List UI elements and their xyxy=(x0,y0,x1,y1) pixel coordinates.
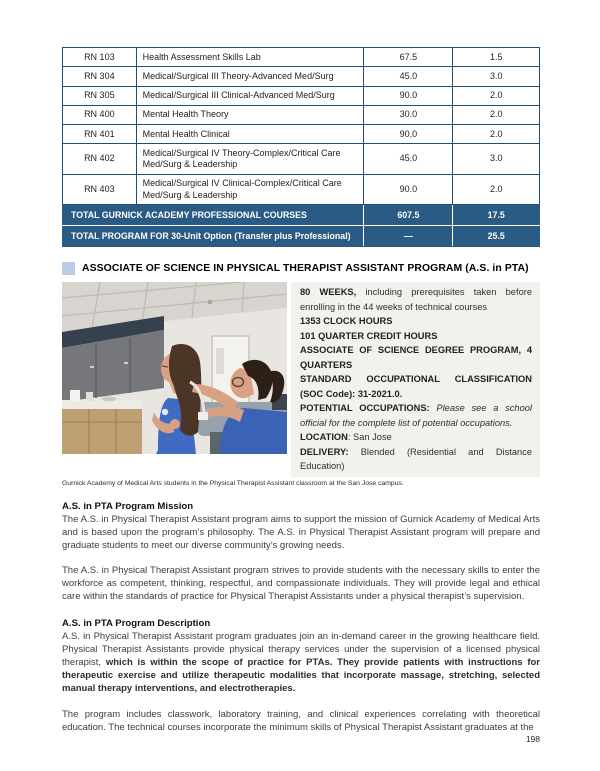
info-degree-program: ASSOCIATE OF SCIENCE DEGREE PROGRAM, 4 Q… xyxy=(300,345,532,370)
course-hours: 90.0 xyxy=(363,123,454,145)
page-number: 198 xyxy=(525,734,540,744)
course-hours: 90.0 xyxy=(363,85,454,106)
description-paragraph-1: A.S. in Physical Therapist Assistant pro… xyxy=(62,631,540,694)
description-paragraph-2: The program includes classwork, laborato… xyxy=(62,708,540,733)
course-code: RN 401 xyxy=(62,123,137,145)
total-hours: — xyxy=(363,225,454,248)
total-label: TOTAL GURNICK ACADEMY PROFESSIONAL COURS… xyxy=(61,204,365,227)
info-delivery: DELIVERY: Blended (Residential and Dista… xyxy=(300,446,532,472)
table-row: RN 401 Mental Health Clinical 90.0 2.0 xyxy=(62,123,540,145)
course-title: Medical/Surgical III Theory-Advanced Med… xyxy=(135,66,365,87)
course-hours: 45.0 xyxy=(363,143,454,175)
course-title: Mental Health Clinical xyxy=(135,123,365,145)
course-title: Health Assessment Skills Lab xyxy=(135,46,365,68)
table-row: RN 305 Medical/Surgical III Clinical-Adv… xyxy=(62,85,540,106)
info-location: LOCATION: San Jose xyxy=(300,432,392,443)
total-hours: 607.5 xyxy=(363,204,454,227)
course-hours: 30.0 xyxy=(363,104,454,126)
mission-heading: A.S. in PTA Program Mission xyxy=(62,500,194,512)
course-hours: 90.0 xyxy=(363,173,454,206)
course-code: RN 305 xyxy=(62,85,137,106)
info-clock-hours: 1353 CLOCK HOURS xyxy=(300,316,393,327)
info-weeks: 80 WEEKS, including prerequisites taken … xyxy=(300,287,533,312)
table-row: RN 103 Health Assessment Skills Lab 67.5… xyxy=(62,46,540,68)
mission-paragraph-1: The A.S. in Physical Therapist Assistant… xyxy=(62,513,540,551)
classroom-photo xyxy=(62,282,287,455)
course-code: RN 402 xyxy=(62,143,137,175)
total-units: 25.5 xyxy=(452,225,540,248)
course-title: Mental Health Theory xyxy=(135,104,365,126)
classroom-photo-illustration xyxy=(62,282,287,455)
program-info-panel: 80 WEEKS, including prerequisites taken … xyxy=(291,282,540,477)
course-code: RN 103 xyxy=(62,46,137,68)
course-units: 2.0 xyxy=(452,123,540,145)
info-credit-hours: 101 QUARTER CREDIT HOURS xyxy=(300,330,438,341)
total-units: 17.5 xyxy=(452,204,540,227)
total-row-professional-courses: TOTAL GURNICK ACADEMY PROFESSIONAL COURS… xyxy=(61,204,540,227)
mission-paragraph-2: The A.S. in Physical Therapist Assistant… xyxy=(62,565,540,603)
section-bullet-icon xyxy=(62,262,75,276)
course-code: RN 400 xyxy=(62,104,137,126)
course-units: 2.0 xyxy=(452,104,540,126)
table-row: RN 402 Medical/Surgical IV Theory-Comple… xyxy=(62,143,540,175)
info-soc: STANDARD OCCUPATIONAL CLASSIFICATION (SO… xyxy=(300,374,532,399)
page-title: ASSOCIATE OF SCIENCE IN PHYSICAL THERAPI… xyxy=(82,263,529,275)
course-units: 2.0 xyxy=(452,173,540,206)
course-hours: 67.5 xyxy=(363,46,454,68)
table-row: RN 400 Mental Health Theory 30.0 2.0 xyxy=(62,104,540,126)
course-code: RN 304 xyxy=(62,66,137,87)
course-hours: 45.0 xyxy=(363,66,454,87)
total-row-program: TOTAL PROGRAM FOR 30-Unit Option (Transf… xyxy=(61,225,540,248)
course-units: 2.0 xyxy=(452,85,540,106)
course-units: 3.0 xyxy=(452,143,540,175)
course-title: Medical/Surgical IV Theory-Complex/Criti… xyxy=(135,143,365,175)
table-row: RN 304 Medical/Surgical III Theory-Advan… xyxy=(62,66,540,87)
course-code: RN 403 xyxy=(62,173,137,206)
table-row: RN 403 Medical/Surgical IV Clinical-Comp… xyxy=(62,173,540,206)
course-table: RN 103 Health Assessment Skills Lab 67.5… xyxy=(61,46,540,248)
course-units: 3.0 xyxy=(452,66,540,87)
photo-caption: Gurnick Academy of Medical Arts students… xyxy=(62,479,404,487)
course-units: 1.5 xyxy=(452,46,540,68)
info-occupations: POTENTIAL OCCUPATIONS: Please see a scho… xyxy=(300,403,532,428)
program-section-header: ASSOCIATE OF SCIENCE IN PHYSICAL THERAPI… xyxy=(62,262,540,276)
total-label: TOTAL PROGRAM FOR 30-Unit Option (Transf… xyxy=(61,225,365,248)
description-heading: A.S. in PTA Program Description xyxy=(62,618,211,630)
course-title: Medical/Surgical IV Clinical-Complex/Cri… xyxy=(135,173,365,206)
course-title: Medical/Surgical III Clinical-Advanced M… xyxy=(135,85,365,106)
